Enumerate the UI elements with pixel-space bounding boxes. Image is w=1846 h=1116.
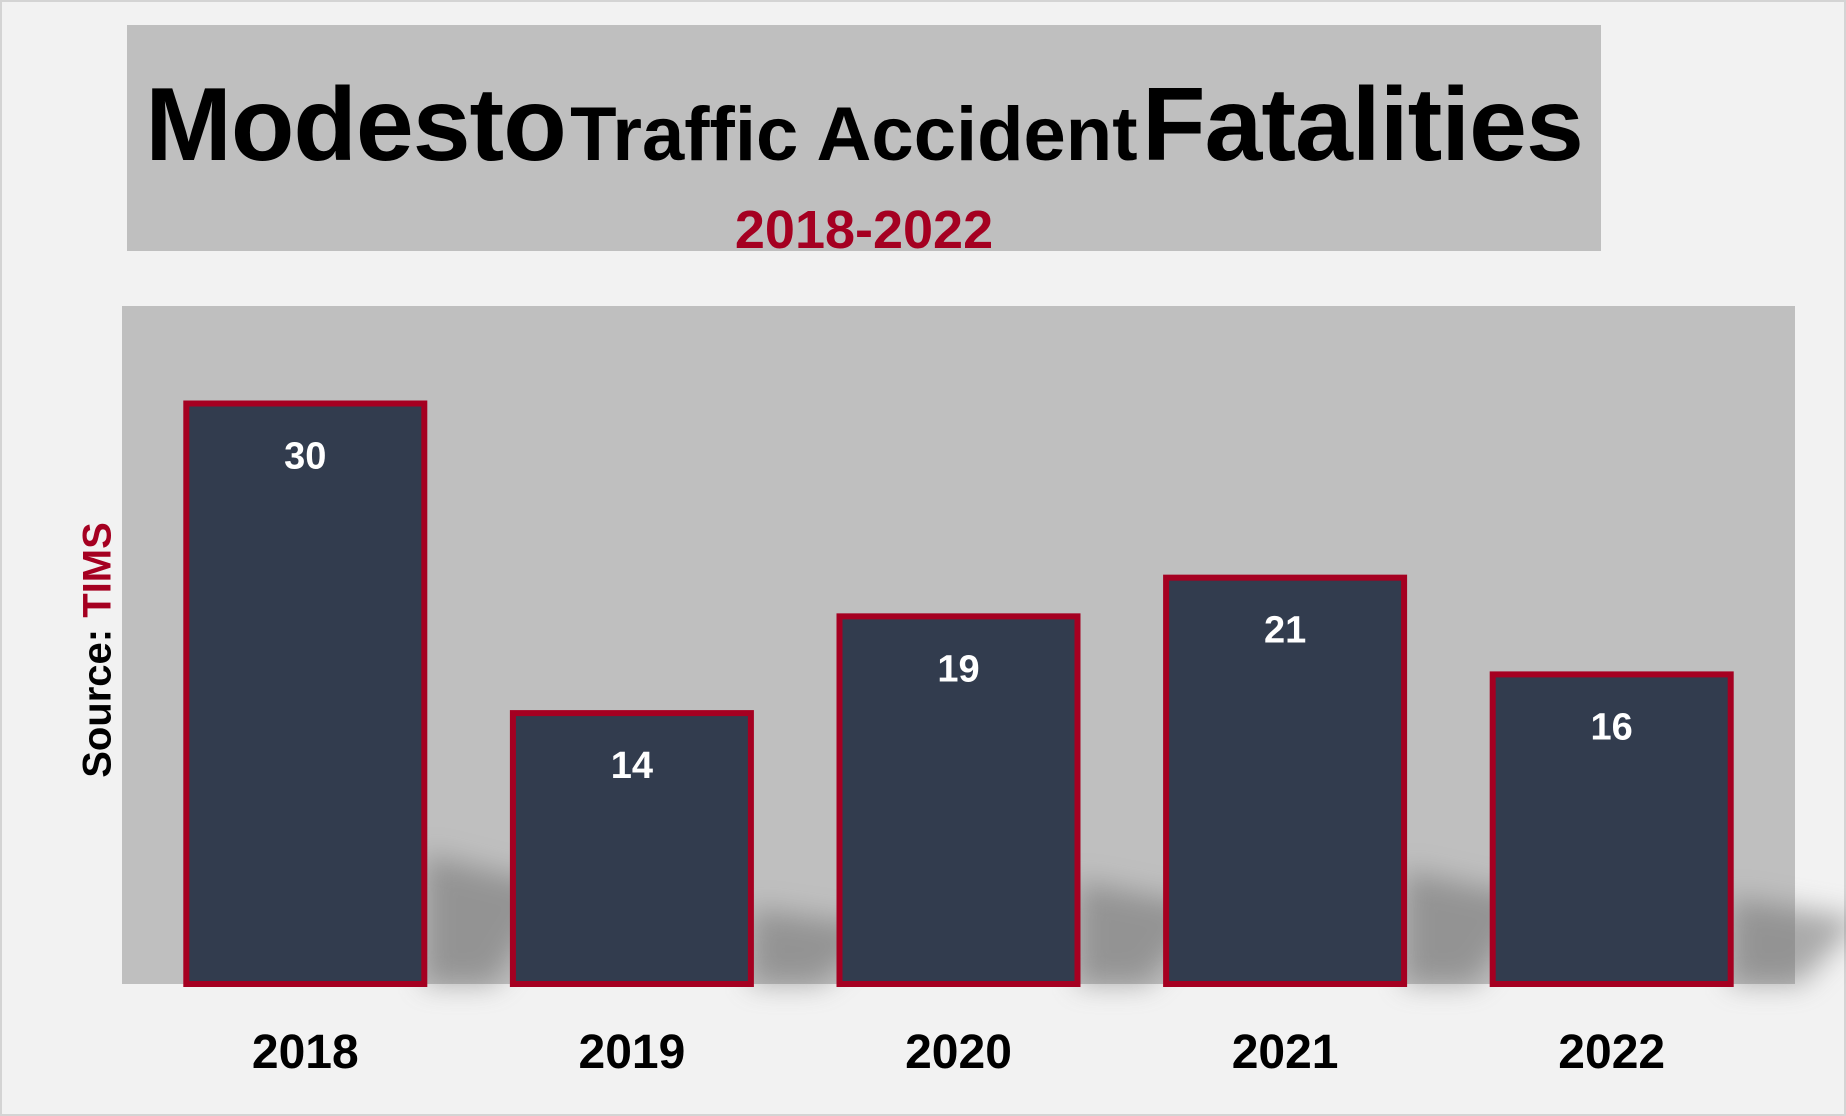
title-part-middle: Traffic Accident [570, 92, 1138, 177]
x-tick-2022: 2022 [1558, 1026, 1665, 1079]
bar-2021 [1163, 574, 1408, 988]
x-tick-2021: 2021 [1232, 1026, 1339, 1079]
x-tick-2019: 2019 [579, 1026, 686, 1079]
bar-2018 [183, 400, 428, 987]
value-label-2022: 16 [1591, 706, 1633, 748]
value-label-2021: 21 [1264, 610, 1306, 652]
title-part-end: Fatalities [1141, 67, 1584, 183]
bar-2020 [836, 613, 1081, 987]
value-label-2018: 30 [284, 436, 326, 478]
bar-2019 [509, 710, 754, 987]
value-label-2019: 14 [611, 745, 653, 787]
title-part-city: Modesto [145, 67, 567, 183]
x-tick-2020: 2020 [905, 1026, 1012, 1079]
bars-group [183, 400, 1734, 988]
value-label-2020: 19 [937, 648, 979, 690]
value-labels-group: 30 14 19 21 16 [284, 436, 1633, 788]
bar-shadow [1730, 897, 1846, 984]
x-axis-labels: 2018 2019 2020 2021 2022 [252, 1026, 1665, 1079]
chart-subtitle: 2018-2022 [734, 200, 994, 260]
bar-2022 [1489, 671, 1734, 988]
title-panel: Modesto Traffic Accident Fatalities 2018… [127, 25, 1601, 257]
chart-title: Modesto Traffic Accident Fatalities [127, 73, 1601, 177]
x-tick-2018: 2018 [252, 1026, 359, 1079]
